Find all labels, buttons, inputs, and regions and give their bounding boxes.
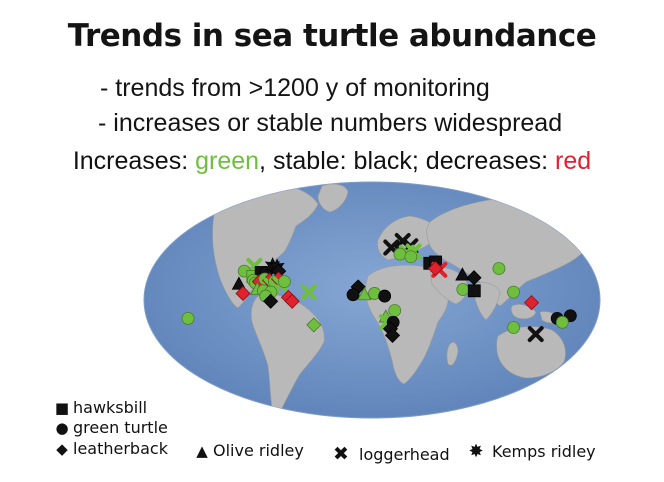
madagascar-land: [446, 342, 459, 366]
legend-loggerhead: ✖ loggerhead: [330, 443, 450, 465]
trend-color-key: Increases: green, stable: black; decreas…: [0, 147, 664, 176]
trend-key-middle: , stable: black; decreases:: [259, 147, 556, 175]
greenland-land: [317, 183, 349, 213]
legend-green-turtle: ● green turtle: [54, 418, 168, 437]
circle-icon: ●: [55, 418, 69, 437]
marker-olive-ridley-stable: [231, 276, 247, 290]
marker-green-turtle-increase: [388, 304, 402, 317]
legend-label: loggerhead: [359, 444, 450, 464]
cross-icon: ✖: [333, 443, 349, 465]
south-america-land: [250, 294, 325, 414]
marker-layer: [181, 233, 577, 343]
marker-olive-ridley-stable: [455, 267, 470, 281]
triangle-icon: ▲: [196, 441, 208, 460]
legend-olive-ridley: ▲ Olive ridley: [194, 441, 304, 460]
marker-leatherback-decrease: [523, 295, 540, 311]
legend-label: Olive ridley: [213, 441, 304, 460]
legend-label: hawksbill: [73, 398, 148, 417]
marker-green-turtle-stable: [378, 289, 392, 303]
bullet-monitoring: - trends from >1200 y of monitoring: [100, 74, 490, 102]
marker-green-turtle-increase: [456, 283, 470, 296]
slide-title: Trends in sea turtle abundance: [67, 18, 597, 54]
star-icon: ✸: [468, 441, 484, 462]
bullet-widespread: - increases or stable numbers widespread: [98, 109, 563, 137]
marker-leatherback-decrease: [235, 285, 251, 302]
marker-green-turtle-increase: [555, 315, 569, 329]
marker-leatherback-stable: [384, 327, 401, 343]
decrease-word: red: [555, 147, 592, 175]
legend-label: leatherback: [73, 439, 168, 458]
marker-olive-ridley-increase: [357, 286, 372, 301]
marker-leatherback-decrease: [427, 260, 444, 277]
marker-green-turtle-increase: [507, 321, 521, 334]
marker-leatherback-increase: [306, 317, 322, 333]
square-icon: ■: [54, 398, 70, 417]
legend-kemps-ridley: ✸ Kemps ridley: [466, 441, 596, 462]
legend-hawksbill: ■ hawksbill: [54, 398, 147, 417]
marker-green-turtle-stable: [346, 288, 360, 302]
marker-loggerhead-stable: [527, 326, 544, 343]
new-zealand-land: [575, 374, 585, 388]
australia-land: [496, 326, 566, 379]
marker-leatherback-stable: [263, 293, 279, 309]
marker-leatherback-decrease: [284, 293, 300, 309]
marker-green-turtle-increase: [507, 285, 520, 299]
trend-key-prefix: Increases:: [72, 147, 196, 175]
marker-green-turtle-increase: [393, 247, 407, 261]
marker-green-turtle-increase: [181, 311, 195, 325]
legend-leatherback: ◆ leatherback: [54, 439, 168, 458]
marker-loggerhead-increase: [300, 284, 317, 301]
legend-label: green turtle: [73, 418, 168, 437]
marker-hawksbill-stable: [467, 284, 481, 298]
marker-green-turtle-increase: [492, 262, 506, 275]
marker-green-turtle-increase: [404, 250, 418, 264]
marker-green-turtle-increase: [278, 275, 291, 289]
legend-label: Kemps ridley: [492, 442, 596, 461]
diamond-icon: ◆: [56, 439, 68, 458]
increase-word: green: [195, 147, 260, 175]
